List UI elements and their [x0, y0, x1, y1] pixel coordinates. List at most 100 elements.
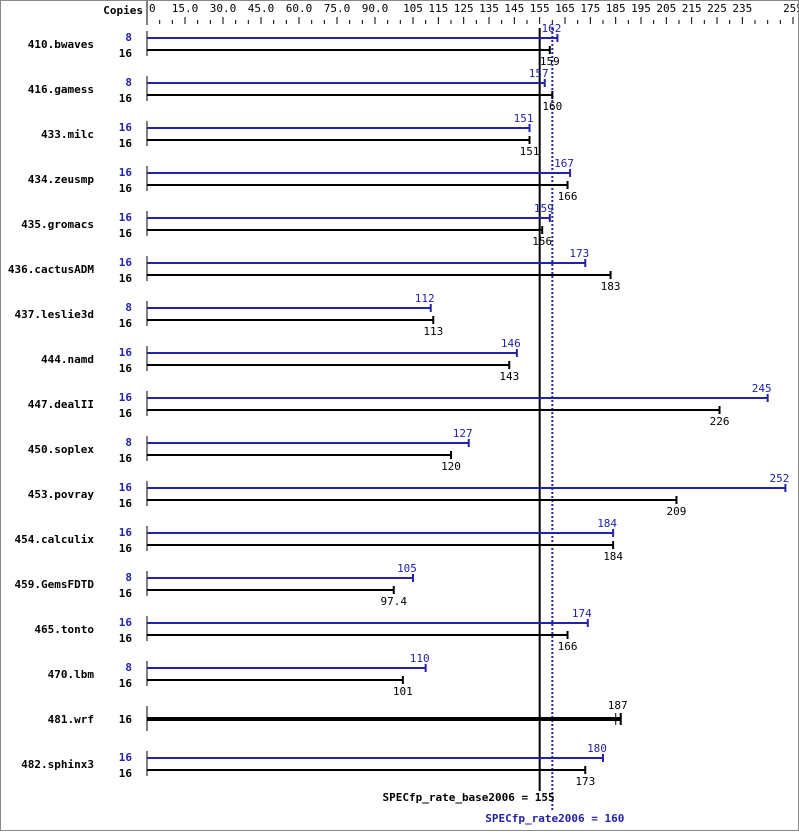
peak-value-label: 127: [453, 427, 473, 440]
peak-value-label: 167: [554, 157, 574, 170]
base-value-label: 120: [441, 460, 461, 473]
tick-label: 60.0: [286, 2, 313, 15]
peak-value-label: 173: [569, 247, 589, 260]
peak-copies: 8: [125, 436, 132, 449]
base-value-label: 184: [603, 550, 623, 563]
base-value-label: 187: [608, 699, 628, 712]
base-value-label: 160: [542, 100, 562, 113]
tick-label: 125: [454, 2, 474, 15]
base-copies: 16: [119, 452, 133, 465]
base-copies: 16: [119, 713, 133, 726]
peak-copies: 16: [119, 526, 133, 539]
peak-copies: 8: [125, 571, 132, 584]
tick-label: 15.0: [172, 2, 199, 15]
peak-copies: 16: [119, 211, 133, 224]
tick-label: 205: [656, 2, 676, 15]
benchmark-name: 444.namd: [41, 353, 94, 366]
tick-label: 215: [682, 2, 702, 15]
base-copies: 16: [119, 767, 133, 780]
base-copies: 16: [119, 317, 133, 330]
base-value-label: 101: [393, 685, 413, 698]
base-copies: 16: [119, 92, 133, 105]
peak-copies: 8: [125, 301, 132, 314]
base-copies: 16: [119, 47, 133, 60]
peak-value-label: 151: [514, 112, 534, 125]
base-value-label: 97.4: [380, 595, 407, 608]
tick-label: 75.0: [324, 2, 351, 15]
base-copies: 16: [119, 677, 133, 690]
tick-label: 90.0: [362, 2, 389, 15]
benchmark-name: 470.lbm: [48, 668, 95, 681]
base-copies: 16: [119, 497, 133, 510]
base-copies: 16: [119, 137, 133, 150]
base-value-label: 173: [575, 775, 595, 788]
peak-copies: 16: [119, 391, 133, 404]
base-value-label: 226: [710, 415, 730, 428]
peak-value-label: 157: [529, 67, 549, 80]
peak-value-label: 105: [397, 562, 417, 575]
axis-label: Copies: [103, 4, 143, 17]
tick-label: 185: [606, 2, 626, 15]
tick-label: 155: [530, 2, 550, 15]
peak-value-label: 146: [501, 337, 521, 350]
peak-value-label: 112: [415, 292, 435, 305]
peak-copies: 16: [119, 481, 133, 494]
benchmark-name: 435.gromacs: [21, 218, 94, 231]
peak-copies: 16: [119, 346, 133, 359]
peak-value-label: 252: [769, 472, 789, 485]
tick-label: 195: [631, 2, 651, 15]
tick-label: 30.0: [210, 2, 237, 15]
tick-label: 175: [580, 2, 600, 15]
tick-label: 105: [403, 2, 423, 15]
base-value-label: 183: [601, 280, 621, 293]
base-value-label: 209: [667, 505, 687, 518]
base-value-label: 143: [499, 370, 519, 383]
benchmark-name: 410.bwaves: [28, 38, 94, 51]
tick-label: 165: [555, 2, 575, 15]
peak-value-label: 184: [597, 517, 617, 530]
peak-copies: 16: [119, 751, 133, 764]
base-value-label: 113: [423, 325, 443, 338]
base-copies: 16: [119, 182, 133, 195]
peak-copies: 16: [119, 256, 133, 269]
peak-copies: 8: [125, 31, 132, 44]
benchmark-name: 454.calculix: [15, 533, 95, 546]
peak-copies: 16: [119, 166, 133, 179]
peak-copies: 8: [125, 76, 132, 89]
base-value-label: 151: [520, 145, 540, 158]
base-copies: 16: [119, 362, 133, 375]
peak-value-label: 110: [410, 652, 430, 665]
tick-label: 235: [732, 2, 752, 15]
peak-value-label: 245: [752, 382, 772, 395]
base-copies: 16: [119, 227, 133, 240]
tick-label: 0: [149, 2, 156, 15]
tick-label: 145: [504, 2, 524, 15]
benchmark-name: 453.povray: [28, 488, 95, 501]
peak-value-label: 174: [572, 607, 592, 620]
peak-value-label: 180: [587, 742, 607, 755]
peak-copies: 16: [119, 121, 133, 134]
base-value-label: 166: [558, 190, 578, 203]
base-value-label: 156: [532, 235, 552, 248]
peak-copies: 8: [125, 661, 132, 674]
benchmark-name: 436.cactusADM: [8, 263, 94, 276]
benchmark-name: 481.wrf: [48, 713, 94, 726]
base-value-label: 166: [558, 640, 578, 653]
benchmark-name: 433.milc: [41, 128, 94, 141]
tick-label: 115: [428, 2, 448, 15]
base-copies: 16: [119, 632, 133, 645]
base-copies: 16: [119, 272, 133, 285]
base-copies: 16: [119, 407, 133, 420]
benchmark-name: 447.dealII: [28, 398, 94, 411]
tick-label: 255: [783, 2, 798, 15]
base-overall-label: SPECfp_rate_base2006 = 155: [382, 791, 554, 804]
benchmark-name: 434.zeusmp: [28, 173, 95, 186]
benchmark-name: 450.soplex: [28, 443, 95, 456]
peak-overall-label: SPECfp_rate2006 = 160: [485, 812, 624, 825]
base-copies: 16: [119, 542, 133, 555]
tick-label: 225: [707, 2, 727, 15]
benchmark-name: 416.gamess: [28, 83, 94, 96]
benchmark-name: 482.sphinx3: [21, 758, 94, 771]
peak-value-label: 162: [541, 22, 561, 35]
